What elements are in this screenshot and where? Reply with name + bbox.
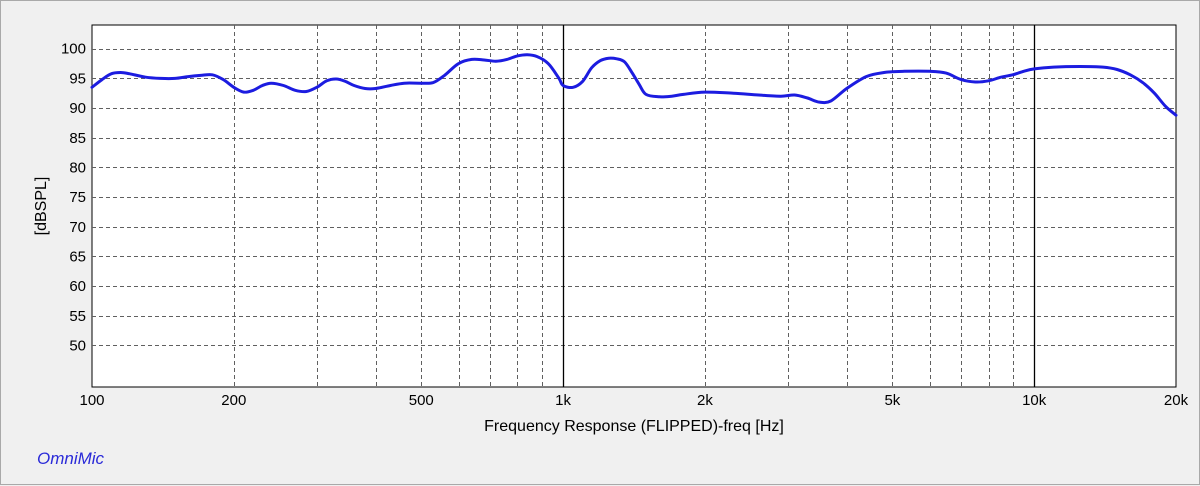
y-tick-labels: 50 55 60 65 70 75 80 85 90 95 100 (61, 41, 86, 355)
x-tick-labels: 100 200 500 1k 2k 5k 10k 20k (79, 392, 1188, 409)
x-axis-title: Frequency Response (FLIPPED)-freq [Hz] (484, 418, 784, 435)
y-tick-label: 90 (69, 100, 86, 117)
x-tick-label: 100 (79, 392, 104, 409)
y-tick-label: 85 (69, 130, 86, 147)
y-tick-label: 75 (69, 189, 86, 206)
y-tick-label: 100 (61, 41, 86, 58)
y-axis-title: [dBSPL] (33, 177, 50, 236)
y-tick-label: 50 (69, 337, 86, 354)
x-tick-label: 5k (884, 392, 900, 409)
y-tick-label: 80 (69, 159, 86, 176)
frequency-response-line (90, 53, 1178, 117)
x-tick-label: 2k (697, 392, 713, 409)
x-tick-label: 500 (409, 392, 434, 409)
omnimic-brand: OmniMic (37, 449, 105, 468)
y-tick-label: 65 (69, 248, 86, 265)
y-tick-label: 70 (69, 219, 86, 236)
x-tick-label: 1k (555, 392, 571, 409)
y-tick-label: 55 (69, 308, 86, 325)
plot-area (91, 24, 1177, 388)
x-tick-label: 20k (1164, 392, 1189, 409)
series-layer (90, 53, 1178, 117)
x-tick-label: 10k (1022, 392, 1047, 409)
x-tick-label: 200 (221, 392, 246, 409)
y-tick-label: 60 (69, 278, 86, 295)
grid (92, 25, 1176, 387)
y-tick-label: 95 (69, 70, 86, 87)
